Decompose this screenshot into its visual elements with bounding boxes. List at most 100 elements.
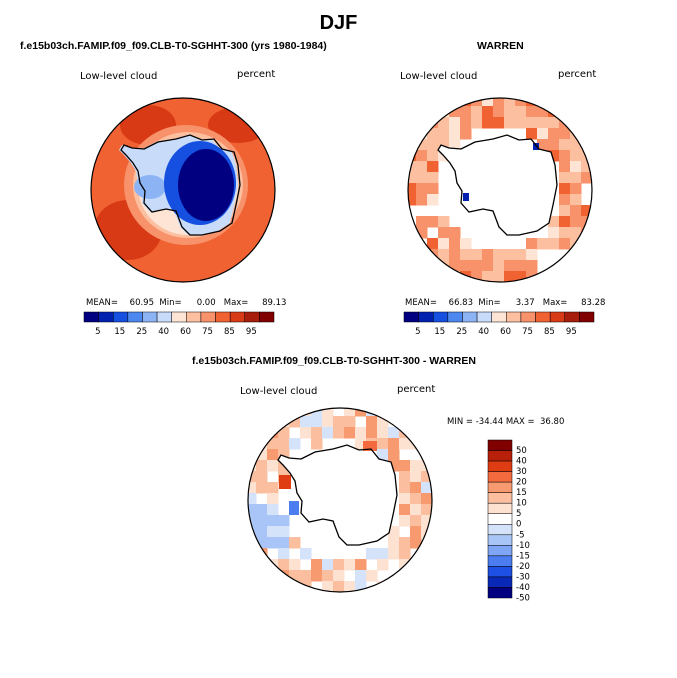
panel-1-polar-map [90, 97, 276, 283]
map-cell [548, 238, 560, 250]
colorbar-swatch [142, 311, 158, 323]
map-cell [432, 504, 444, 516]
map-cell [410, 515, 422, 527]
map-cell [377, 449, 389, 461]
map-cell [408, 161, 417, 173]
panel-1-mean-value: 60.95 [129, 298, 154, 308]
map-cell [256, 504, 268, 516]
map-cell [399, 504, 411, 516]
colorbar-swatch [491, 311, 507, 323]
colorbar-tick-label: 40 [478, 327, 489, 337]
colorbar-swatch [418, 311, 434, 323]
map-cell [570, 139, 582, 151]
colorbar-tick-label: 40 [158, 327, 169, 337]
map-cell [267, 438, 279, 450]
map-cell [377, 408, 389, 417]
map-cell [449, 227, 461, 239]
colorbar-swatch [487, 534, 513, 546]
colorbar-swatch [403, 311, 419, 323]
map-cell [427, 161, 439, 173]
map-cell [300, 427, 312, 439]
colorbar-tick-label: 30 [516, 467, 527, 477]
map-cell [559, 172, 571, 184]
map-cell [377, 581, 389, 592]
colorbar-tick-label: 0 [516, 520, 521, 530]
map-cell [449, 117, 461, 129]
colorbar-tick-label: 20 [516, 478, 527, 488]
map-cell [416, 172, 428, 184]
colorbar-swatch [259, 311, 275, 323]
map-cell [278, 449, 290, 461]
map-cell [515, 98, 527, 107]
map-cell [592, 205, 604, 217]
panel-1-min-label: Min= [159, 298, 182, 308]
map-cell [278, 438, 290, 450]
map-cell [570, 150, 582, 162]
colorbar-tick-label: 85 [544, 327, 555, 337]
map-cell [570, 183, 582, 195]
map-cell [515, 271, 527, 282]
panel-3-units-label: percent [397, 384, 436, 395]
map-cell [526, 106, 538, 118]
map-cell [504, 260, 516, 272]
map-cell [248, 537, 257, 549]
map-cell [278, 559, 290, 571]
colorbar-tick-label: -15 [516, 551, 530, 561]
map-cell [399, 460, 411, 472]
map-cell [504, 282, 516, 294]
map-cell [410, 537, 422, 549]
map-cell [300, 416, 312, 428]
map-cell [333, 570, 345, 582]
map-cell [570, 205, 582, 217]
map-cell [333, 416, 345, 428]
map-cell [416, 128, 428, 140]
field-high-spot [363, 441, 377, 451]
map-cell [515, 106, 527, 118]
map-cell [471, 260, 483, 272]
panel-1-max-value: 89.13 [262, 298, 287, 308]
map-cell [449, 128, 461, 140]
map-cell [408, 194, 417, 206]
map-cell [421, 504, 432, 516]
panel-2-min-value: 3.37 [515, 298, 535, 308]
colorbar-tick-label: 5 [95, 327, 100, 337]
panel-1-stats: MEAN= 60.95 Min= 0.00 Max= 89.13 [86, 298, 286, 308]
map-cell [537, 106, 549, 118]
colorbar-swatch [447, 311, 463, 323]
colorbar-swatch [487, 492, 513, 504]
panel-1-colorbar: 5 15 25 40 60 75 85 95 [83, 311, 275, 337]
map-cell [592, 172, 604, 184]
map-cell [515, 117, 527, 129]
map-cell [416, 139, 428, 151]
colorbar-swatch [487, 545, 513, 557]
map-cell [537, 238, 549, 250]
colorbar-swatch [487, 513, 513, 525]
map-cell [427, 249, 439, 261]
panel-2-max-value: 83.28 [581, 298, 606, 308]
map-cell [416, 194, 428, 206]
map-cell [493, 117, 505, 129]
map-cell [278, 526, 290, 538]
map-cell [570, 172, 582, 184]
map-cell [322, 559, 334, 571]
map-cell [366, 548, 378, 560]
field-high-spot [279, 475, 291, 489]
map-cell [504, 117, 516, 129]
map-boundary [90, 97, 276, 283]
map-cell [559, 183, 571, 195]
map-cell [366, 570, 378, 582]
map-cell [322, 416, 334, 428]
colorbar-swatch [487, 460, 513, 472]
map-cell [526, 249, 538, 261]
colorbar-tick-label: 95 [246, 327, 257, 337]
antarctica-coastline [120, 134, 241, 236]
colorbar-swatch [564, 311, 580, 323]
colorbar-tick-label: 25 [456, 327, 467, 337]
map-cell [471, 249, 483, 261]
map-cell [427, 139, 439, 151]
map-cell [548, 117, 560, 129]
colorbar-tick-label: 25 [136, 327, 147, 337]
map-cell [460, 128, 472, 140]
map-cell [399, 493, 411, 505]
